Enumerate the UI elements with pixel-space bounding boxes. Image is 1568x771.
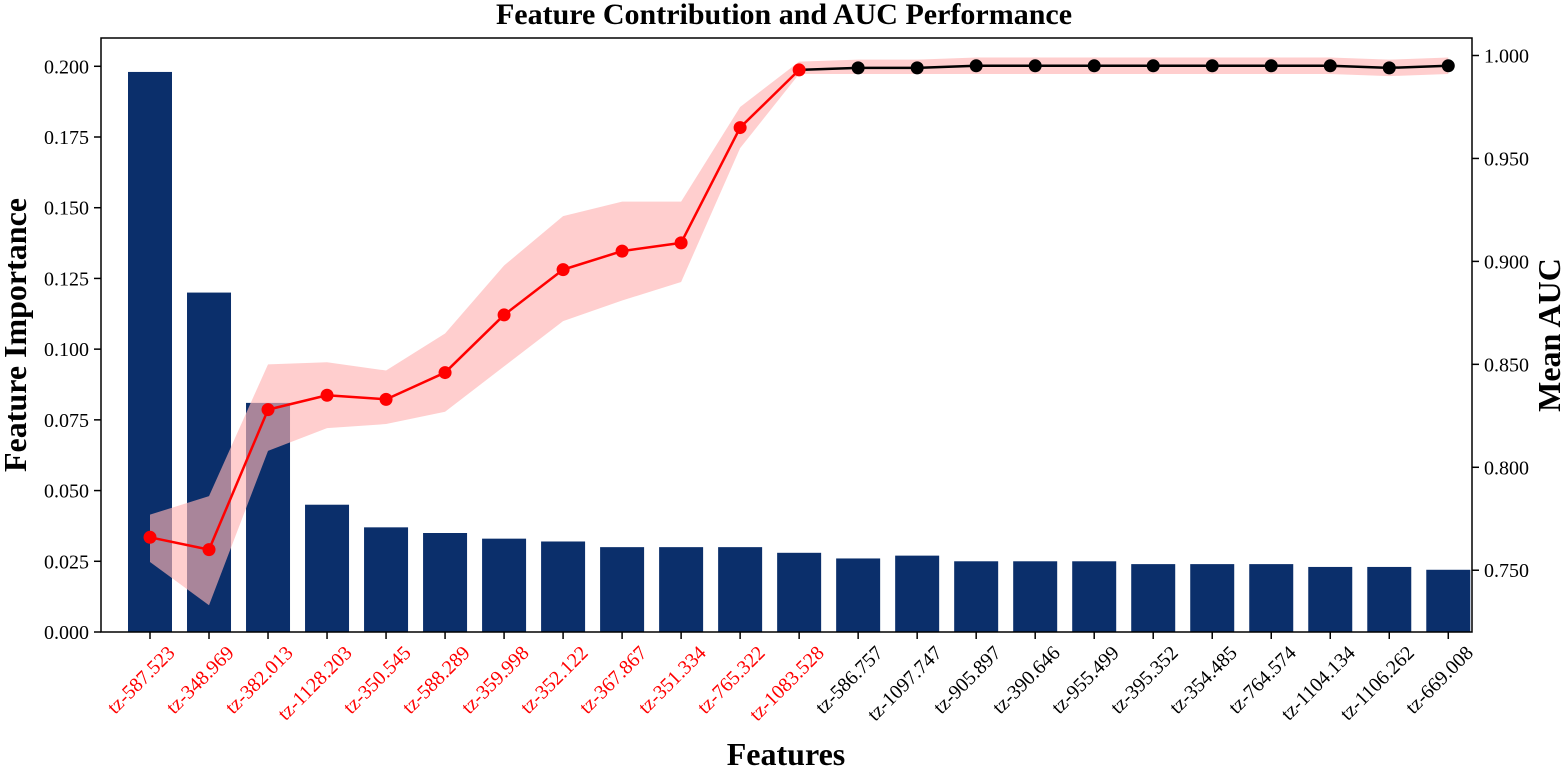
left-axis: 0.000 0.025 0.050 0.075 0.100 0.125 0.150 0.175… (44, 56, 101, 644)
auc-point-tz-588.289 (438, 366, 452, 380)
auc-point-tz-354.485 (1205, 59, 1219, 73)
right-tick-label: 0.900 (1484, 251, 1529, 273)
auc-point-tz-586.757 (851, 61, 865, 75)
auc-line-segment (917, 64, 977, 70)
right-tick-label: 1.000 (1484, 46, 1529, 68)
right-tick-label: 0.850 (1484, 354, 1529, 376)
auc-point-tz-1128.203 (320, 388, 334, 402)
bar-tz-955.499 (1072, 561, 1117, 632)
auc-point-tz-352.122 (556, 263, 570, 277)
auc-point-tz-1097.747 (910, 61, 924, 75)
left-tick-label: 0.025 (44, 551, 89, 573)
right-tick-label: 0.800 (1484, 457, 1529, 479)
auc-point-tz-669.008 (1441, 59, 1455, 73)
y-axis-title-left: Feature Importance (0, 198, 33, 472)
bar-tz-359.998 (482, 538, 527, 632)
right-tick-label: 0.750 (1484, 560, 1529, 582)
auc-line-segment (503, 268, 564, 316)
auc-line-segment (1389, 64, 1449, 70)
left-tick-label: 0.125 (44, 268, 89, 290)
plot-frame (100, 37, 1473, 633)
bar-tz-1097.747 (895, 555, 940, 632)
auc-point-tz-390.646 (1028, 59, 1042, 73)
auc-line-segment (267, 394, 328, 411)
auc-point-tz-1106.262 (1382, 61, 1396, 75)
left-tick-label: 0.050 (44, 481, 89, 503)
x-axis-title: Features (727, 736, 845, 771)
bar-tz-367.867 (600, 547, 645, 632)
auc-point-tz-350.545 (379, 392, 393, 406)
left-tick-label: 0.075 (44, 410, 89, 432)
bar-tz-1104.134 (1308, 566, 1353, 632)
bar-tz-395.352 (1131, 564, 1176, 632)
auc-point-tz-764.574 (1264, 59, 1278, 73)
auc-point-tz-351.334 (674, 236, 688, 250)
auc-point-tz-905.897 (969, 59, 983, 73)
left-tick-label: 0.150 (44, 198, 89, 220)
auc-line-segment (149, 536, 210, 551)
chart-title: Feature Contribution and AUC Performance (496, 0, 1072, 31)
auc-point-tz-367.867 (615, 244, 629, 258)
right-axis: 0.750 0.800 0.850 0.900 0.950 1.000 (1472, 46, 1529, 582)
bar-tz-390.646 (1013, 561, 1058, 632)
right-tick-label: 0.950 (1484, 148, 1529, 170)
auc-line-segment (739, 69, 801, 129)
auc-point-tz-765.322 (733, 121, 747, 135)
bar-tz-352.122 (541, 541, 586, 632)
y-axis-title-right: Mean AUC (1531, 258, 1567, 412)
bar-tz-1128.203 (305, 504, 350, 632)
auc-line-segment (799, 66, 859, 72)
bar-tz-1083.528 (777, 552, 822, 632)
auc-point-tz-1083.528 (792, 63, 806, 77)
auc-line-layer (143, 59, 1455, 557)
auc-line-segment (680, 126, 742, 244)
auc-point-tz-1104.134 (1323, 59, 1337, 73)
auc-line-segment (1330, 64, 1390, 70)
left-tick-label: 0.100 (44, 339, 89, 361)
auc-line-segment (326, 393, 387, 401)
auc-line-segment (207, 409, 270, 551)
auc-line-segment (562, 249, 623, 271)
auc-line-segment (621, 241, 682, 253)
left-tick-label: 0.000 (44, 622, 89, 644)
bars-layer (128, 71, 1471, 632)
bar-tz-586.757 (836, 558, 881, 632)
auc-line-segment (385, 371, 446, 401)
bar-tz-765.322 (718, 547, 763, 632)
auc-point-tz-955.499 (1087, 59, 1101, 73)
bar-tz-588.289 (423, 533, 468, 632)
auc-point-tz-359.998 (497, 308, 511, 322)
left-tick-label: 0.200 (44, 56, 89, 78)
auc-point-tz-382.013 (261, 403, 275, 417)
auc-point-tz-348.969 (202, 543, 216, 557)
x-axis: tz-587.523tz-348.969tz-382.013tz-1128.20… (103, 632, 1478, 725)
auc-line-segment (444, 314, 505, 374)
bar-tz-350.545 (364, 527, 409, 632)
auc-point-tz-587.523 (143, 530, 157, 544)
bar-tz-354.485 (1190, 564, 1235, 632)
bar-tz-669.008 (1426, 569, 1471, 632)
bar-tz-764.574 (1249, 564, 1294, 632)
bar-tz-351.334 (659, 547, 704, 632)
bar-tz-905.897 (954, 561, 999, 632)
left-tick-label: 0.175 (44, 127, 89, 149)
auc-point-tz-395.352 (1146, 59, 1160, 73)
bar-tz-1106.262 (1367, 566, 1412, 632)
